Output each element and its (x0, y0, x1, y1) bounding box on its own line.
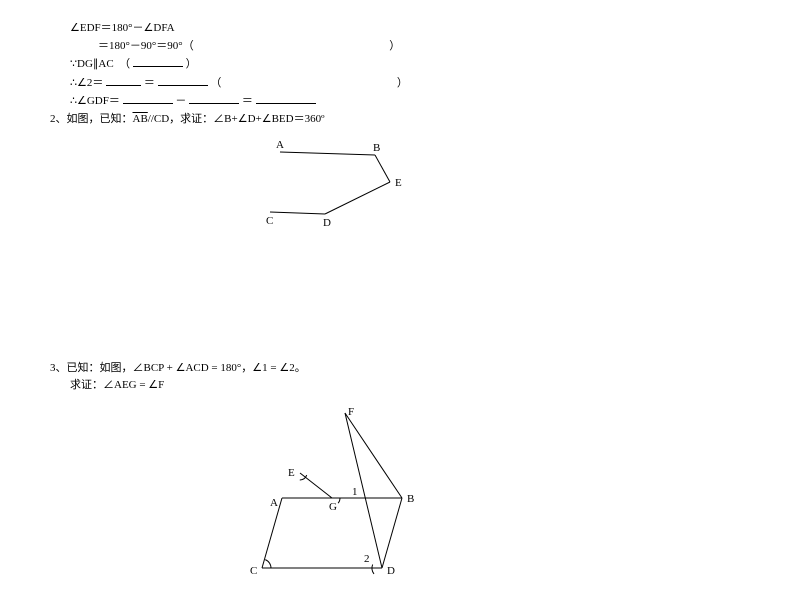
svg-text:F: F (348, 406, 354, 418)
p1-l3a: ∵DG∥AC （ (70, 58, 130, 70)
svg-text:B: B (407, 493, 414, 505)
svg-text:E: E (288, 467, 295, 479)
p1-line5: ∴∠GDF＝ － ＝ (50, 92, 750, 111)
svg-text:C: C (266, 215, 273, 227)
p2-hb: AB (133, 113, 148, 125)
svg-text:A: A (276, 139, 284, 151)
p1-line2: ＝180°－90°＝90°（ ） (50, 38, 750, 56)
svg-text:E: E (395, 177, 402, 189)
svg-text:2: 2 (364, 553, 370, 565)
blank (133, 55, 183, 67)
p1-line3: ∵DG∥AC （ ） (50, 55, 750, 74)
p1-l4b: ＝ (144, 77, 155, 89)
p1-l4c: （ (210, 77, 221, 89)
p2-figure: A B E C D (250, 137, 750, 232)
blank (123, 92, 173, 104)
p1-l4d: ） (397, 77, 408, 89)
p1-l4a: ∴∠2＝ (70, 77, 103, 89)
p1-l2a: ＝180°－90°＝90°（ (98, 40, 194, 52)
svg-text:D: D (387, 565, 395, 577)
p1-line4: ∴∠2＝ ＝ （ ） (50, 74, 750, 93)
svg-text:D: D (323, 217, 331, 229)
p1-l2b: ） (389, 40, 400, 52)
blank (256, 92, 316, 104)
p2-head: 2、如图，已知：AB//CD，求证：∠B+∠D+∠BED＝360º (50, 111, 750, 129)
svg-text:A: A (270, 497, 278, 509)
p2-hc: //CD，求证：∠B+∠D+∠BED＝360º (148, 113, 325, 125)
blank (106, 74, 141, 86)
p3-head: 3、已知：如图，∠BCP + ∠ACD = 180°，∠1 = ∠2。 (50, 360, 750, 378)
blank (189, 92, 239, 104)
p3-figure: F E A G 1 B C 2 D (250, 403, 750, 588)
svg-text:1: 1 (352, 486, 358, 498)
p1-l5a: ∴∠GDF＝ (70, 95, 120, 107)
p1-l3b: ） (186, 58, 197, 70)
svg-text:B: B (373, 142, 380, 154)
blank (158, 74, 208, 86)
p1-l5b: － (175, 95, 186, 107)
p2-ha: 2、如图，已知： (50, 113, 133, 125)
p1-l5c: ＝ (242, 95, 253, 107)
svg-text:G: G (329, 501, 337, 513)
p1-line1: ∠EDF＝180°－∠DFA (50, 20, 750, 38)
svg-text:C: C (250, 565, 257, 577)
p3-prove: 求证：∠AEG = ∠F (50, 377, 750, 395)
